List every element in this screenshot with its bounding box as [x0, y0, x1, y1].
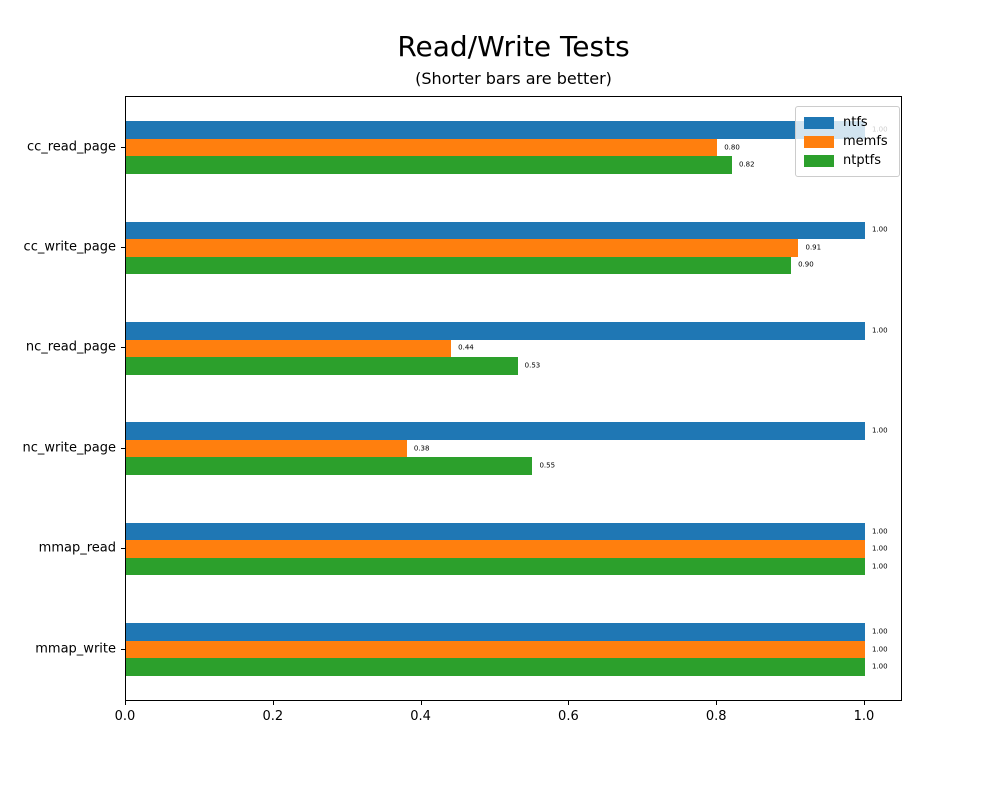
legend-label-ntptfs: ntptfs: [843, 153, 882, 168]
chart-subtitle: (Shorter bars are better): [415, 69, 612, 88]
bar-ntfs: [126, 322, 865, 340]
x-axis-tick-label: 0.2: [262, 709, 284, 724]
legend-label-memfs: memfs: [843, 134, 888, 149]
legend-label-ntfs: ntfs: [843, 115, 868, 130]
bar-value-label: 0.82: [738, 160, 755, 169]
bar-ntptfs: [126, 357, 518, 375]
y-tick: [121, 648, 125, 650]
bar-value-label: 0.55: [539, 461, 556, 470]
bar-value-label: 1.00: [872, 527, 888, 536]
bar-memfs: [126, 138, 718, 157]
bar-value-label: 1.00: [872, 326, 888, 335]
plot-area: 1.00 0.80 0.82 1.00 0.91 0.90 1.00 0.44 0.53 1.00…: [125, 96, 902, 701]
bar-value-label: 1.00: [872, 645, 888, 653]
x-tick: [864, 701, 865, 705]
x-axis-tick-label: 0.4: [410, 709, 431, 724]
x-axis-tick-label: 0.8: [705, 709, 727, 724]
bar-ntfs: [126, 522, 865, 541]
bar-value-label: 0.90: [798, 260, 814, 269]
x-tick: [125, 701, 126, 705]
bar-value-label: 1.00: [872, 225, 888, 234]
legend-swatch-ntfs: [804, 116, 834, 129]
y-axis-category-label: cc_write_page: [23, 239, 116, 255]
bar-value-label: 1.00: [872, 544, 888, 553]
bar-memfs: [126, 339, 452, 358]
y-tick: [121, 347, 125, 349]
chart-title: Read/Write Tests: [397, 30, 630, 63]
bar-value-label: 1.00: [872, 562, 888, 571]
bars-layer: 1.00 0.80 0.82 1.00 0.91 0.90 1.00 0.44 0.53 1.00…: [126, 97, 901, 700]
bar-ntptfs: [126, 256, 792, 275]
bar-value-label: 1.00: [872, 426, 888, 435]
y-axis-category-label: mmap_write: [35, 641, 116, 656]
x-tick: [420, 701, 422, 705]
bar-ntptfs: [126, 658, 865, 676]
legend: ntfs memfs ntptfs: [795, 106, 900, 177]
bar-value-label: 1.00: [872, 627, 888, 636]
x-tick: [272, 701, 274, 705]
y-axis-category-label: nc_read_page: [25, 339, 116, 355]
bar-value-label: 0.80: [724, 143, 740, 151]
y-tick: [121, 146, 125, 148]
legend-swatch-memfs: [804, 135, 834, 148]
bar-ntfs: [126, 422, 865, 440]
bar-value-label: 0.91: [805, 243, 822, 252]
bar-ntfs: [126, 623, 865, 641]
legend-swatch-ntptfs: [804, 154, 834, 167]
y-axis-category-label: cc_read_page: [26, 139, 116, 154]
bar-value-label: 1.00: [872, 662, 888, 671]
x-axis-tick-label: 0.0: [114, 709, 136, 724]
y-axis-category-label: nc_write_page: [22, 440, 116, 456]
bar-memfs: [126, 439, 407, 458]
x-tick: [716, 701, 718, 705]
x-tick: [568, 701, 570, 705]
bar-ntptfs: [126, 457, 533, 475]
bar-memfs: [126, 239, 799, 257]
bar-value-label: 0.38: [413, 444, 430, 453]
y-tick: [121, 447, 125, 449]
legend-row: ntptfs: [804, 151, 891, 170]
y-axis-category-label: mmap_read: [38, 540, 116, 556]
bar-ntfs: [126, 121, 865, 139]
bar-ntptfs: [126, 156, 732, 174]
bar-memfs: [126, 540, 865, 558]
bar-memfs: [126, 640, 865, 659]
bar-ntfs: [126, 221, 865, 240]
x-axis-tick-label: 1.0: [853, 709, 875, 724]
bar-ntptfs: [126, 557, 865, 576]
x-axis-tick-label: 0.6: [558, 709, 579, 724]
y-tick: [121, 548, 125, 550]
legend-row: ntfs: [804, 113, 891, 132]
y-tick: [121, 246, 125, 248]
bar-value-label: 0.53: [524, 361, 541, 370]
bar-value-label: 0.44: [458, 343, 474, 352]
legend-row: memfs: [804, 132, 891, 151]
